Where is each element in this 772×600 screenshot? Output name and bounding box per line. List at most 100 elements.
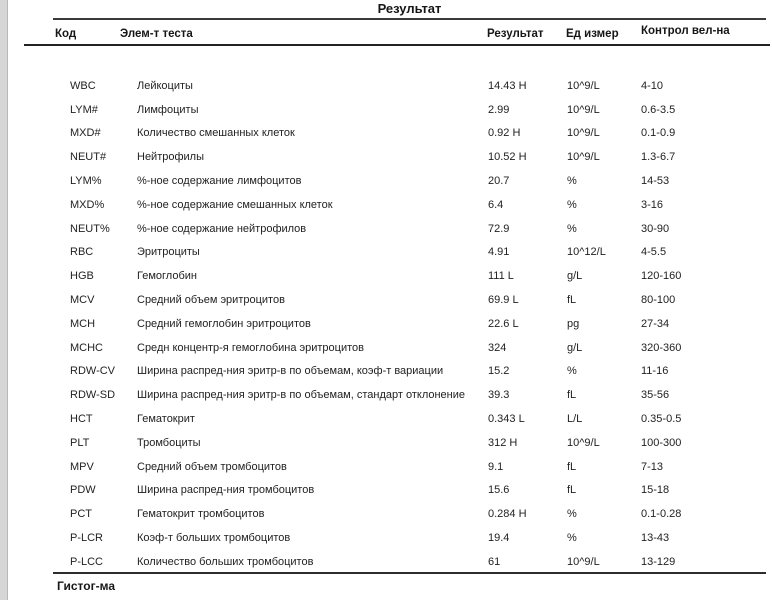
row-test-name: Коэф-т больших тромбоцитов: [137, 532, 291, 545]
row-reference-range: 0.6-3.5: [641, 103, 676, 116]
row-reference-range: 80-100: [641, 294, 676, 307]
row-code: NEUT#: [70, 151, 107, 164]
row-result: 10.52 H: [488, 151, 527, 164]
row-test-name: Ширина распред-ния эритр-в по объемам, к…: [137, 365, 444, 378]
title-divider: [53, 18, 766, 20]
row-unit: 10^9/L: [567, 127, 600, 140]
row-unit: L/L: [567, 413, 583, 426]
row-result: 0.284 H: [488, 508, 527, 521]
row-code: MCH: [70, 317, 96, 330]
row-test-name: %-ное содержание лимфоцитов: [137, 175, 302, 188]
row-unit: g/L: [567, 270, 583, 283]
row-code: NEUT%: [70, 222, 110, 235]
page-edge-strip: [0, 0, 8, 600]
column-header-result: Результат: [487, 28, 544, 40]
row-test-name: Эритроциты: [137, 246, 200, 259]
row-unit: 10^9/L: [567, 79, 600, 92]
row-result: 20.7: [488, 175, 510, 188]
row-test-name: Лимфоциты: [137, 103, 199, 116]
row-test-name: Количество больших тромбоцитов: [137, 555, 314, 568]
row-result: 61: [488, 555, 501, 568]
table-row: PCT Гематокрит тромбоцитов 0.284 H% 0.1-0.2…: [0, 502, 772, 526]
row-unit: fL: [567, 389, 577, 402]
row-test-name: %-ное содержание смешанных клеток: [137, 198, 333, 211]
table-row: NEUT# Нейтрофилы 10.52 H 10^9/L 1.3-6.7: [0, 145, 772, 169]
row-result: 2.99: [488, 103, 510, 116]
row-code: MCHC: [70, 341, 103, 354]
column-header-test-name: Элем-т теста: [120, 28, 193, 40]
row-test-name: Ширина распред-ния тромбоцитов: [137, 484, 315, 497]
row-unit: 10^9/L: [567, 151, 600, 164]
results-table-body: WBC Лейкоциты 14.43 H 10^9/L 4-10 LYM# Лимфоци…: [0, 74, 772, 574]
row-result: 72.9: [488, 222, 510, 235]
table-row: RDW-SD Ширина распред-ния эритр-в по объе…: [0, 383, 772, 407]
table-row: P-LCC Количество больших тромбоцитов 61 10^…: [0, 550, 772, 574]
row-unit: g/L: [567, 341, 583, 354]
row-reference-range: 4-5.5: [641, 246, 667, 259]
row-unit: fL: [567, 460, 577, 473]
row-code: RBC: [70, 246, 94, 259]
row-result: 324: [488, 341, 507, 354]
table-row: WBC Лейкоциты 14.43 H 10^9/L 4-10: [0, 74, 772, 98]
table-row: PDW Ширина распред-ния тромбоцитов 15.6 fL 1…: [0, 479, 772, 503]
row-test-name: Количество смешанных клеток: [137, 127, 295, 140]
row-reference-range: 27-34: [641, 317, 670, 330]
row-reference-range: 100-300: [641, 436, 682, 449]
row-reference-range: 15-18: [641, 484, 670, 497]
row-reference-range: 11-16: [641, 365, 669, 378]
column-header-unit: Ед измер: [566, 28, 619, 40]
row-code: MXD%: [70, 198, 105, 211]
row-unit: %: [567, 198, 577, 211]
row-result: 69.9 L: [488, 294, 519, 307]
row-result: 0.92 H: [488, 127, 521, 140]
row-unit: 10^12/L: [567, 246, 606, 259]
row-test-name: Гематокрит: [137, 413, 195, 426]
table-row: PLT Тромбоциты 312 H 10^9/L 100-300: [0, 431, 772, 455]
table-row: RBC Эритроциты 4.91 10^12/L 4-5.5: [0, 241, 772, 265]
table-row: P-LCR Коэф-т больших тромбоцитов 19.4% 13-4…: [0, 526, 772, 550]
row-reference-range: 35-56: [641, 389, 670, 402]
row-reference-range: 4-10: [641, 79, 664, 92]
row-reference-range: 0.1-0.9: [641, 127, 676, 140]
row-code: LYM%: [70, 175, 102, 188]
row-result: 6.4: [488, 198, 504, 211]
row-result: 0.343 L: [488, 413, 525, 426]
row-test-name: Средний гемоглобин эритроцитов: [137, 317, 311, 330]
row-reference-range: 120-160: [641, 270, 682, 283]
row-test-name: Нейтрофилы: [137, 151, 204, 164]
row-code: P-LCR: [70, 532, 104, 545]
row-reference-range: 13-129: [641, 555, 676, 568]
row-unit: %: [567, 532, 577, 545]
row-test-name: Средний объем тромбоцитов: [137, 460, 287, 473]
header-divider: [24, 44, 770, 46]
row-code: MPV: [70, 460, 94, 473]
row-unit: pg: [567, 317, 580, 330]
row-result: 9.1: [488, 460, 504, 473]
row-reference-range: 320-360: [641, 341, 682, 354]
row-test-name: Гематокрит тромбоцитов: [137, 508, 265, 521]
row-code: LYM#: [70, 103, 98, 116]
row-unit: %: [567, 222, 577, 235]
row-result: 111 L: [488, 270, 514, 283]
row-test-name: Лейкоциты: [137, 79, 193, 92]
row-code: PDW: [70, 484, 96, 497]
table-row: NEUT% %-ное содержание нейтрофилов 72.9% 30…: [0, 217, 772, 241]
table-row: LYM# Лимфоциты 2.99 10^9/L 0.6-3.5: [0, 98, 772, 122]
row-unit: %: [567, 175, 577, 188]
row-result: 15.2: [488, 365, 510, 378]
row-unit: fL: [567, 484, 577, 497]
row-code: P-LCC: [70, 555, 104, 568]
row-test-name: Ширина распред-ния эритр-в по объемам, с…: [137, 389, 466, 402]
row-unit: %: [567, 365, 577, 378]
results-table-header: Код Элем-т теста Результат Ед измер Конт…: [0, 25, 772, 42]
row-unit: %: [567, 508, 577, 521]
table-row: HGB Гемоглобин 111 L g/L 120-160: [0, 264, 772, 288]
column-header-reference-range: Контрол вел-на: [641, 25, 730, 37]
table-row: MXD% %-ное содержание смешанных клеток 6.4…: [0, 193, 772, 217]
table-row: MXD# Количество смешанных клеток 0.92 H 10^…: [0, 122, 772, 146]
row-reference-range: 3-16: [641, 198, 664, 211]
row-code: WBC: [70, 79, 96, 92]
row-code: PCT: [70, 508, 92, 521]
row-test-name: Средн концентр-я гемоглобина эритроцитов: [137, 341, 364, 354]
